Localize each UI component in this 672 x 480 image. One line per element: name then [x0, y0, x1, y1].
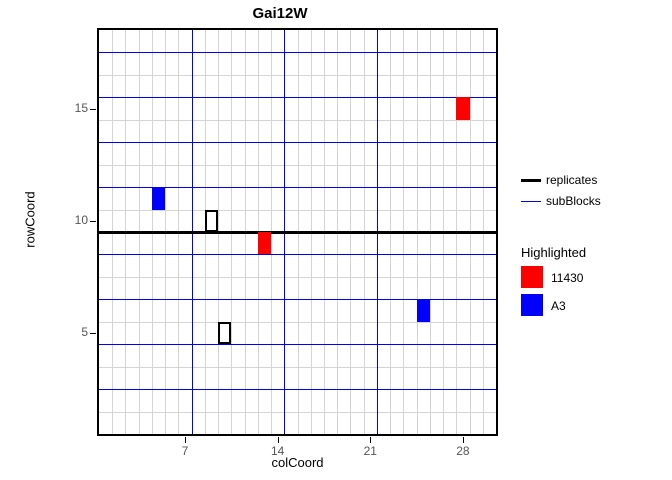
plot-cell-highlight — [416, 299, 430, 322]
minor-gridline-horizontal — [99, 74, 496, 76]
minor-gridline-horizontal — [99, 276, 496, 278]
y-axis-label: rowCoord — [22, 191, 38, 248]
plot-cell-highlight — [151, 187, 166, 210]
y-tick-label: 5 — [81, 325, 88, 339]
x-tick-label: 21 — [363, 444, 377, 458]
x-tick-mark — [370, 437, 372, 443]
legend-line-swatch — [521, 200, 541, 202]
subblock-line-horizontal — [99, 97, 496, 99]
minor-gridline-horizontal — [99, 119, 496, 121]
subblock-line-horizontal — [99, 299, 496, 301]
legend-entry-label: replicates — [546, 173, 598, 187]
x-tick-mark — [185, 437, 187, 443]
legend-entry-label: subBlocks — [546, 194, 601, 208]
y-tick-label: 10 — [74, 212, 88, 227]
minor-gridline-horizontal — [99, 321, 496, 323]
subblock-line-horizontal — [99, 344, 496, 346]
plot-cell-outline — [218, 321, 232, 345]
legend-line-swatch — [521, 178, 541, 182]
plot-area — [97, 28, 498, 436]
y-tick-mark — [90, 108, 96, 110]
subblock-line-horizontal — [99, 389, 496, 391]
x-tick-label: 14 — [270, 444, 285, 458]
subblock-line-horizontal — [99, 142, 496, 144]
legend-entry-label: A3 — [551, 299, 566, 313]
x-axis-label: colCoord — [271, 455, 324, 470]
x-tick-label: 28 — [456, 444, 470, 458]
minor-gridline-horizontal — [99, 411, 496, 413]
plot-cell-highlight — [257, 232, 272, 255]
subblock-line-horizontal — [99, 254, 496, 256]
subblock-line-horizontal — [99, 187, 496, 189]
plot-cell-highlight — [456, 97, 470, 120]
minor-gridline-horizontal — [99, 209, 496, 211]
chart-title: Gai12W — [252, 5, 308, 22]
x-tick-mark — [462, 437, 464, 443]
plot-cell-outline — [204, 209, 219, 232]
legend-color-swatch — [521, 294, 543, 316]
y-tick-mark — [90, 333, 96, 334]
legend-color-swatch — [521, 266, 543, 288]
x-tick-label: 7 — [181, 444, 189, 458]
y-tick-label: 15 — [74, 100, 88, 115]
x-tick-mark — [277, 437, 279, 443]
legend-title: Highlighted — [521, 245, 587, 260]
minor-gridline-horizontal — [99, 164, 496, 166]
y-tick-mark — [90, 220, 96, 222]
legend-entry-label: 11430 — [551, 271, 584, 285]
minor-gridline-horizontal — [99, 366, 496, 368]
subblock-line-horizontal — [99, 52, 496, 54]
replicate-line-horizontal — [99, 231, 496, 234]
